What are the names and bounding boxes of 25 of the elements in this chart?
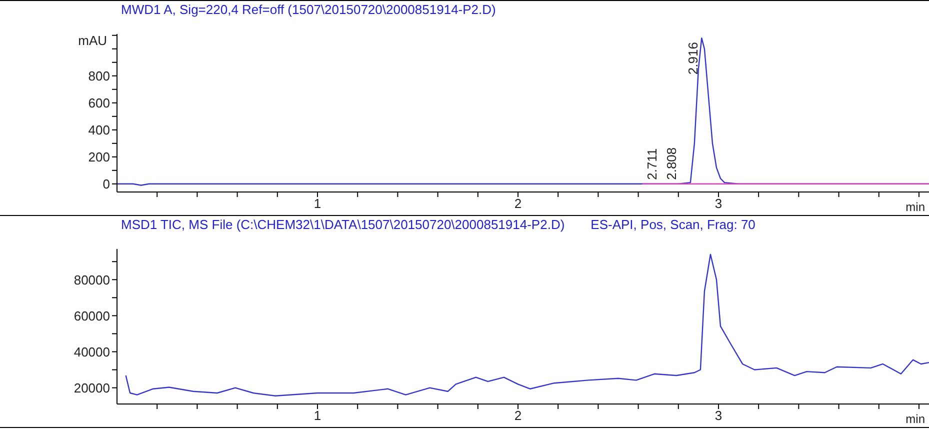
x-tick-label: 3 <box>714 408 722 424</box>
y-tick-label: 80000 <box>74 272 110 288</box>
y-tick-label: 200 <box>88 150 110 165</box>
annotation: 2.808 <box>664 147 679 180</box>
chart-title: MSD1 TIC, MS File (C:\CHEM32\1\DATA\1507\20150720\2000851914-P2.D) <box>121 217 565 232</box>
y-tick-label: 20000 <box>74 380 110 396</box>
y-tick-label: 800 <box>88 68 110 84</box>
line-series <box>125 254 929 396</box>
x-tick-label: 3 <box>714 196 722 212</box>
x-tick-label: 1 <box>314 408 322 424</box>
annotation: 2.916 <box>686 42 701 75</box>
x-tick-label: 2 <box>514 196 522 212</box>
y-tick-label: 40000 <box>74 344 110 360</box>
y-tick-label: 600 <box>88 95 110 110</box>
x-tick-label: 2 <box>514 408 522 424</box>
y-tick-label: 0 <box>102 176 110 192</box>
annotation: 2.711 <box>644 148 660 180</box>
y-axis-title: mAU <box>78 33 107 48</box>
y-tick-label: 60000 <box>74 308 110 324</box>
x-axis-title: min <box>906 412 925 426</box>
y-tick-label: 400 <box>88 122 110 138</box>
chart-subtitle: ES-API, Pos, Scan, Frag: 70 <box>590 217 756 232</box>
chart-title: MWD1 A, Sig=220,4 Ref=off (1507\20150720\2000851914-P2.D) <box>121 2 496 17</box>
x-tick-label: 1 <box>314 196 322 212</box>
x-axis-title: min <box>906 200 925 214</box>
